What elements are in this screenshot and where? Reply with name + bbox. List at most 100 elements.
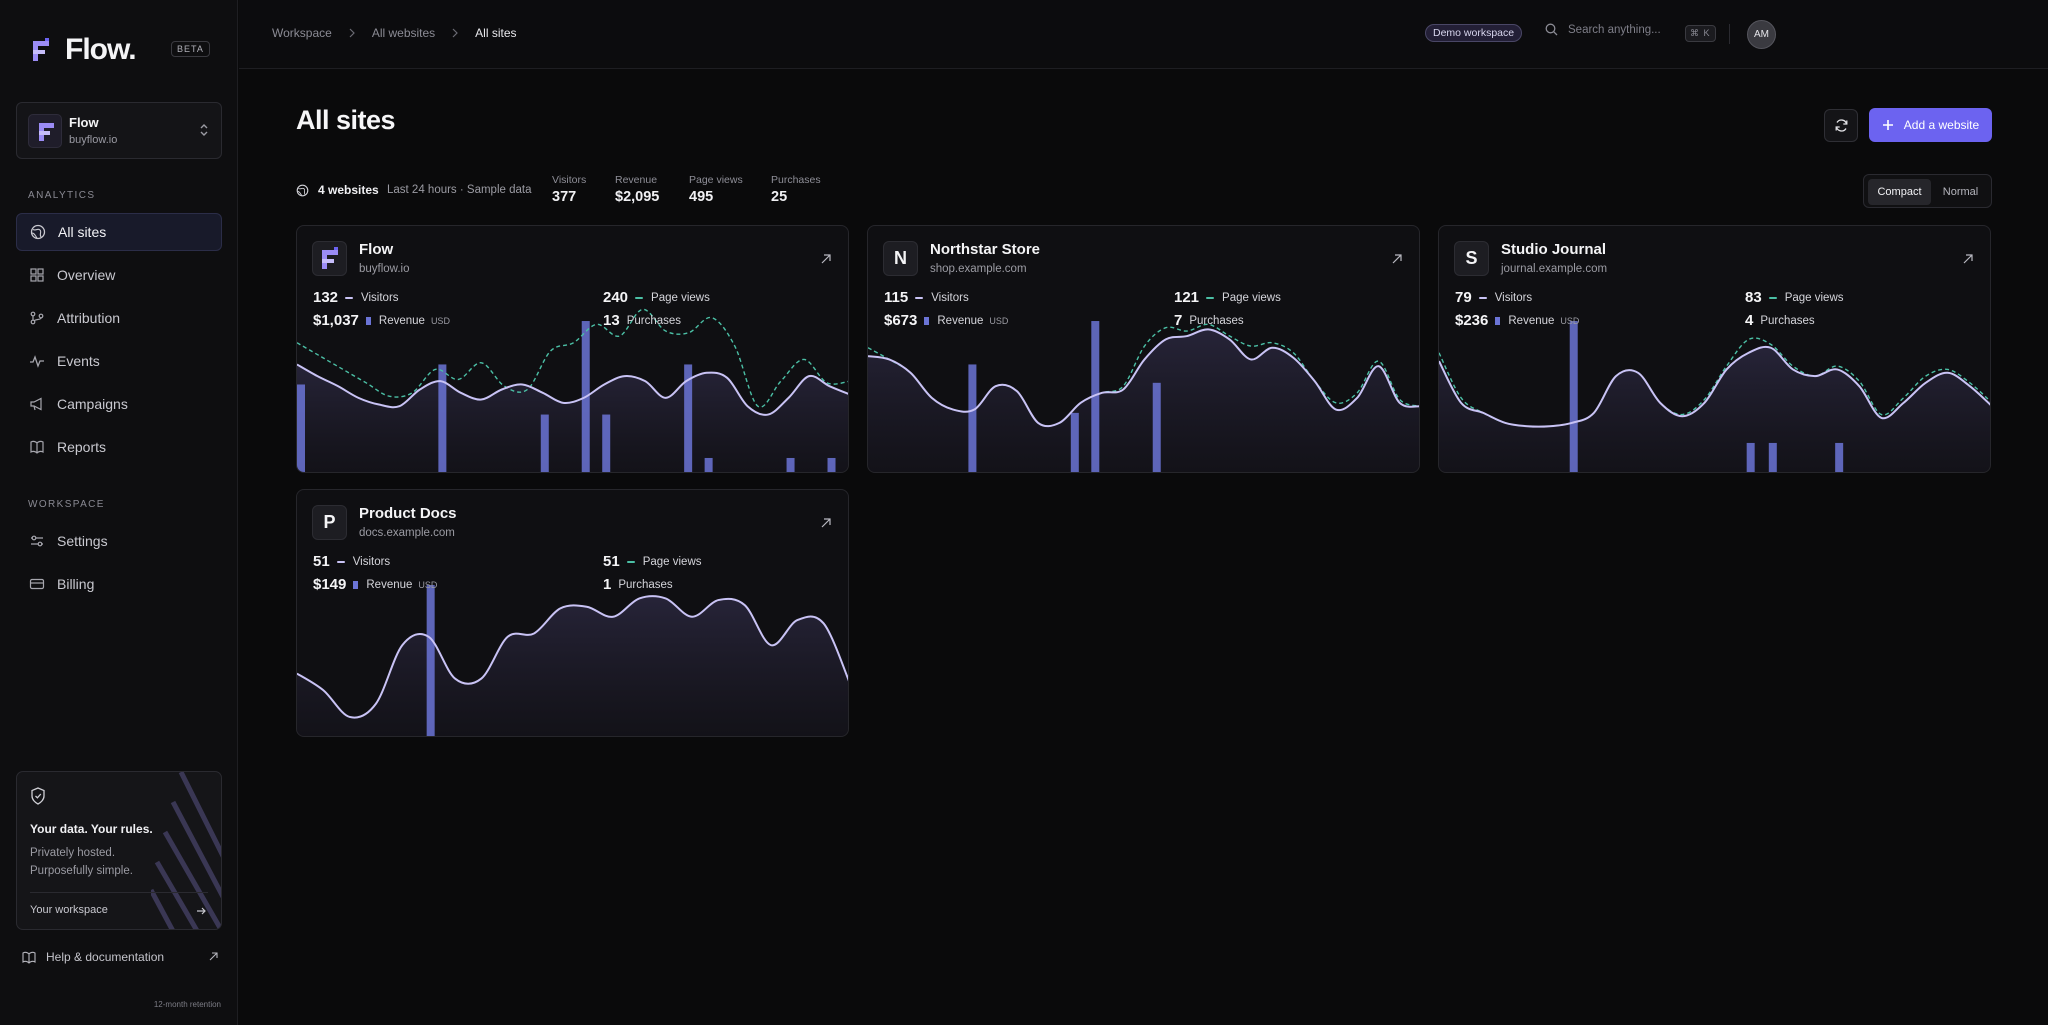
date-range-label: Last 24 hours · Sample data — [387, 184, 532, 196]
stat-label: Visitors — [552, 174, 587, 186]
brand-logo[interactable]: Flow. — [31, 33, 137, 67]
stat-value: 79 — [1455, 289, 1472, 306]
pageviews-line — [297, 308, 848, 408]
help-label: Help & documentation — [46, 950, 165, 964]
sidebar-item-billing[interactable]: Billing — [16, 565, 222, 603]
site-logo-icon: S — [1454, 241, 1489, 276]
search-icon — [1545, 23, 1558, 36]
revenue-legend-swatch — [924, 316, 930, 325]
stat-value: 240 — [603, 289, 629, 306]
sidebar-item-overview[interactable]: Overview — [16, 256, 222, 294]
revenue-bar — [1569, 321, 1578, 472]
view-option-compact[interactable]: Compact — [1868, 179, 1931, 205]
globe-icon — [296, 184, 309, 196]
stat-label: Revenue — [1508, 314, 1555, 327]
stat-revenue: $236 Revenue USD — [1455, 312, 1579, 329]
megaphone-icon — [30, 397, 42, 411]
revenue-bar — [1835, 442, 1844, 472]
search-placeholder: Search anything... — [1568, 23, 1661, 36]
visitors-line — [297, 595, 848, 719]
sidebar-item-label: Reports — [57, 439, 107, 455]
brand-name: Flow. — [65, 33, 137, 66]
view-option-normal[interactable]: Normal — [1942, 186, 1979, 198]
sidebar-item-settings[interactable]: Settings — [16, 522, 222, 560]
sidebar-item-label: All sites — [58, 224, 107, 240]
site-card[interactable]: N Northstar Store shop.example.com 115 Vi… — [867, 225, 1420, 473]
site-card[interactable]: Flow buyflow.io 132 Visitors $1,037 Revenu… — [296, 225, 849, 473]
summary-bar: 4 websites Last 24 hours · Sample data V… — [296, 172, 836, 212]
pageviews-legend-swatch — [1768, 296, 1777, 299]
site-card[interactable]: S Studio Journal journal.example.com 79 V… — [1438, 225, 1991, 473]
arrow-right-icon[interactable] — [196, 906, 207, 916]
sidebar-item-campaigns[interactable]: Campaigns — [16, 385, 222, 423]
stat-value: 495 — [689, 189, 714, 205]
stat-label: Visitors — [1494, 291, 1533, 304]
add-website-button[interactable]: Add a website — [1869, 108, 1992, 142]
refresh-button[interactable] — [1824, 109, 1858, 142]
revenue-legend-swatch — [353, 580, 359, 589]
stat-value: $1,037 — [313, 312, 359, 329]
stat-label: Purchases — [1760, 314, 1815, 327]
sidebar-item-label: Attribution — [57, 310, 121, 326]
user-avatar[interactable]: AM — [1747, 20, 1776, 49]
search-input[interactable]: Search anything... — [1545, 23, 1661, 36]
site-logo-icon — [28, 114, 62, 148]
sidebar-item-attribution[interactable]: Attribution — [16, 299, 222, 337]
site-name[interactable]: Studio Journal — [1501, 241, 1606, 258]
site-card[interactable]: P Product Docs docs.example.com 51 Visito… — [296, 489, 849, 737]
privacy-promo-card: Your data. Your rules. Privately hosted.… — [16, 771, 222, 930]
site-name[interactable]: Flow — [359, 241, 394, 258]
site-name[interactable]: Product Docs — [359, 505, 457, 522]
breadcrumb-all-websites[interactable]: All websites — [371, 26, 436, 40]
site-name[interactable]: Northstar Store — [930, 241, 1041, 258]
revenue-bar — [968, 364, 977, 472]
sidebar-item-label: Billing — [57, 576, 95, 592]
stat-label: Revenue — [366, 578, 413, 591]
summary-stat-visitors: Visitors 377 — [552, 174, 586, 205]
site-switcher[interactable]: Flow buyflow.io — [16, 102, 222, 159]
summary-stat-page-views: Page views 495 — [689, 174, 743, 205]
stat-value: 132 — [313, 289, 339, 306]
open-external-icon[interactable] — [1391, 253, 1403, 265]
search-shortcut-hint: ⌘ K — [1685, 25, 1716, 42]
revenue-bar — [1091, 321, 1100, 472]
revenue-bar — [1746, 442, 1755, 472]
currency-label: USD — [989, 315, 1009, 326]
your-workspace-link[interactable]: Your workspace — [30, 904, 108, 916]
sidebar-item-all-sites[interactable]: All sites — [16, 213, 222, 251]
stat-purchases: 1 Purchases — [603, 576, 673, 593]
workspace-badge[interactable]: Demo workspace — [1425, 24, 1523, 42]
open-external-icon[interactable] — [820, 253, 832, 265]
stat-visitors: 79 Visitors — [1455, 289, 1532, 306]
stat-label: Revenue — [615, 174, 658, 186]
stat-page-views: 51 Page views — [603, 553, 702, 570]
revenue-legend-swatch — [1495, 316, 1501, 325]
help-documentation-link[interactable]: Help & documentation — [22, 950, 218, 964]
website-count-label: 4 websites — [318, 183, 379, 197]
revenue-bar — [827, 457, 836, 472]
sidebar-item-label: Campaigns — [57, 396, 128, 412]
add-website-label: Add a website — [1903, 118, 1980, 132]
stat-value: $2,095 — [615, 189, 660, 205]
stat-label: Page views — [651, 291, 710, 304]
summary-stat-purchases: Purchases 25 — [771, 174, 821, 205]
site-logo-icon — [312, 241, 347, 276]
stat-visitors: 115 Visitors — [884, 289, 969, 306]
analytics-section-label: ANALYTICS — [28, 190, 96, 201]
credit-card-icon — [29, 578, 45, 590]
sidebar-item-reports[interactable]: Reports — [16, 428, 222, 466]
breadcrumb-workspace[interactable]: Workspace — [272, 26, 332, 40]
site-initial: P — [323, 512, 336, 532]
stat-value: 51 — [603, 553, 620, 570]
open-external-icon[interactable] — [820, 517, 832, 529]
promo-line: Purposefully simple. — [30, 865, 133, 877]
stat-page-views: 240 Page views — [603, 289, 710, 306]
sidebar-item-events[interactable]: Events — [16, 342, 222, 380]
stat-value: $673 — [884, 312, 918, 329]
open-external-icon[interactable] — [1962, 253, 1974, 265]
site-logo-icon: P — [312, 505, 347, 540]
stat-label: Revenue — [378, 314, 425, 327]
beta-badge: BETA — [171, 41, 210, 57]
stat-value: 121 — [1174, 289, 1200, 306]
shield-check-icon — [31, 787, 45, 805]
